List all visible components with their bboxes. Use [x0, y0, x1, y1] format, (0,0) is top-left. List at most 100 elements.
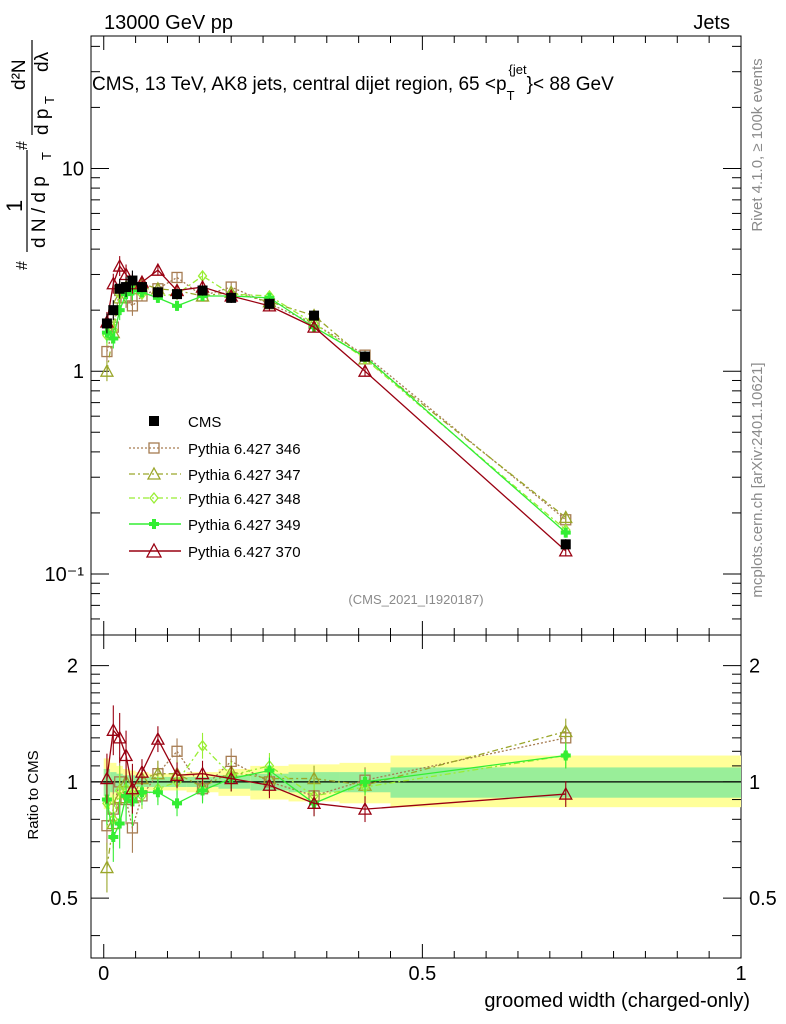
ratio-series-4 [99, 705, 573, 823]
analysis-watermark: (CMS_2021_I1920187) [348, 592, 483, 607]
main-point [101, 318, 112, 329]
ratio-point [171, 745, 183, 757]
ratio-series-group [99, 705, 573, 893]
ylabel-den: d N / d p [29, 176, 50, 248]
legend-marker-370 [145, 542, 163, 558]
x-axis-label: groomed width (charged-only) [484, 990, 750, 1012]
main-point [558, 510, 573, 524]
legend-entry-348: Pythia 6.427 348 [129, 491, 301, 508]
main-series-5 [101, 270, 571, 550]
ylabel-hash1: # [14, 261, 31, 270]
main-point [560, 539, 571, 550]
x-tick-labels: 0 0.5 1 [98, 963, 746, 985]
ratio-ytick-label: 1 [67, 772, 78, 794]
ratio-point [195, 766, 210, 780]
legend: CMS Pythia 6.427 346 Pythia 6.427 347 Py… [129, 414, 301, 561]
main-series-group [99, 256, 573, 557]
header-right: Jets [693, 12, 730, 34]
main-point [150, 262, 166, 276]
x-tick-label: 1 [735, 963, 746, 985]
legend-label-370: Pythia 6.427 370 [188, 544, 301, 561]
main-point [172, 289, 183, 300]
ratio-point [125, 781, 140, 795]
main-point [264, 298, 275, 309]
header-left: 13000 GeV pp [104, 12, 233, 34]
ratio-point [121, 790, 132, 801]
main-title: CMS, 13 TeV, AK8 jets, central dijet reg… [92, 62, 614, 103]
main-point [197, 290, 208, 301]
main-ytick-label: 1 [73, 361, 84, 383]
main-point [172, 300, 183, 311]
main-ytick-label: 10 [62, 158, 84, 180]
main-axis-ticks [91, 36, 742, 636]
ratio-point [99, 771, 115, 785]
ratio-point [264, 765, 275, 776]
main-point [357, 363, 373, 377]
x-tick-label: 0 [98, 963, 109, 985]
ratio-series-line [106, 744, 566, 822]
ratio-axis-ticks [91, 635, 742, 958]
main-point [558, 543, 573, 557]
main-point [126, 300, 139, 312]
ylabel-hash2: # [14, 141, 31, 150]
ylabel-dpT: d p [32, 109, 53, 135]
ratio-point [106, 722, 121, 736]
legend-label-349: Pythia 6.427 349 [188, 517, 301, 534]
x-tick-label: 0.5 [408, 963, 436, 985]
ratio-point [560, 750, 571, 761]
legend-entry-346: Pythia 6.427 346 [129, 441, 301, 458]
legend-entry-cms: CMS [149, 414, 221, 431]
ratio-point [360, 776, 371, 787]
main-point [152, 292, 163, 303]
ratio-point [99, 860, 115, 874]
main-ytick-labels: 10⁻¹ 1 10 [45, 158, 85, 586]
ratio-point [114, 818, 125, 829]
legend-label-346: Pythia 6.427 346 [188, 441, 301, 458]
main-point [197, 285, 208, 296]
main-point [108, 305, 119, 316]
ratio-point [112, 730, 127, 744]
legend-label-348: Pythia 6.427 348 [188, 491, 301, 508]
legend-entry-347: Pythia 6.427 347 [129, 466, 301, 484]
main-point [127, 275, 138, 286]
legend-marker-347 [146, 466, 162, 480]
main-point [152, 287, 163, 298]
ratio-ytick-label: 2 [67, 656, 78, 678]
main-point [136, 287, 147, 298]
ratio-point [134, 764, 150, 778]
main-series-line [106, 264, 567, 552]
main-point [171, 271, 183, 284]
ratio-ytick-label-right: 0.5 [749, 888, 777, 910]
ratio-point [224, 771, 239, 785]
main-series-line [106, 283, 567, 518]
ylabel-d2N: d²N [9, 59, 30, 90]
ratio-point [172, 798, 183, 809]
main-point [309, 310, 320, 321]
ratio-ytick-label: 0.5 [50, 888, 78, 910]
rivet-note: Rivet 4.1.0, ≥ 100k events [749, 58, 766, 231]
ylabel-T2: T [42, 96, 57, 104]
main-point [99, 363, 115, 377]
main-point [112, 258, 127, 272]
legend-marker-346 [148, 442, 160, 454]
ratio-point [306, 795, 322, 809]
ratio-ytick-label-right: 1 [749, 772, 760, 794]
main-point [106, 276, 121, 290]
ratio-point [197, 785, 208, 796]
ratio-series-line [106, 728, 566, 810]
ratio-point [118, 748, 134, 762]
legend-label-cms: CMS [188, 414, 221, 431]
ratio-ytick-labels: 0.5 0.5 1 1 2 2 [50, 656, 777, 911]
main-point [101, 345, 113, 358]
main-point [264, 292, 275, 303]
ratio-point [152, 787, 163, 798]
ratio-point [558, 724, 573, 738]
ratio-point [262, 777, 277, 791]
mcplots-note: mcplots.cern.ch [arXiv:2401.10621] [749, 362, 766, 597]
main-point [306, 319, 322, 333]
main-point [114, 305, 125, 316]
main-plot-frame [90, 35, 742, 636]
ratio-point [108, 831, 119, 842]
ratio-ylabel: Ratio to CMS [25, 750, 42, 839]
